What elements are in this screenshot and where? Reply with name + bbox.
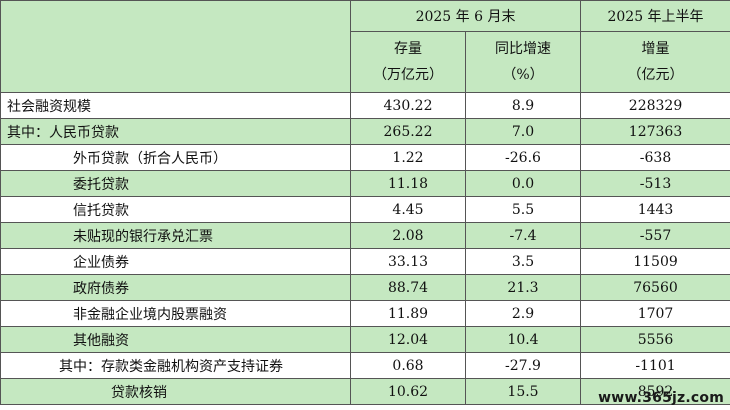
header-group-june-end: 2025 年 6 月末: [349, 0, 582, 32]
row-growth: 5.5: [464, 196, 582, 223]
row-growth: 21.3: [464, 274, 582, 301]
header-stock-title: 存量: [394, 41, 422, 57]
table-row: 企业债券 33.13 3.5 11509: [0, 248, 730, 275]
row-increase: 127363: [580, 118, 730, 145]
row-stock: 12.04: [350, 326, 466, 353]
table-row: 其中：存款类金融机构资产支持证券 0.68 -27.9 -1101: [0, 352, 730, 379]
row-label: 政府债券: [0, 274, 351, 301]
row-label: 未贴现的银行承兑汇票: [0, 222, 351, 249]
table-row: 社会融资规模 430.22 8.9 228329: [0, 92, 730, 119]
row-increase: 11509: [580, 248, 730, 275]
row-label: 其中：人民币贷款: [0, 118, 351, 145]
header-row-top: 2025 年 6 月末 2025 年上半年: [0, 0, 730, 93]
header-row-sub: 存量 （万亿元） 同比增速 （%） 增量 （亿元）: [0, 31, 730, 93]
row-growth: 7.0: [464, 118, 582, 145]
row-stock: 11.89: [350, 300, 466, 327]
header-stock: 存量 （万亿元）: [350, 31, 466, 93]
header-increase: 增量 （亿元）: [580, 31, 730, 93]
row-stock: 33.13: [350, 248, 466, 275]
row-increase: 76560: [580, 274, 730, 301]
row-label: 外币贷款（折合人民币）: [0, 144, 351, 171]
row-increase: 8592: [580, 378, 730, 405]
row-label: 委托贷款: [0, 170, 351, 197]
row-increase: -638: [580, 144, 730, 171]
row-growth: -27.9: [464, 352, 582, 379]
row-label: 信托贷款: [0, 196, 351, 223]
row-label: 贷款核销: [0, 378, 351, 405]
row-stock: 265.22: [350, 118, 466, 145]
table-row: 政府债券 88.74 21.3 76560: [0, 274, 730, 301]
table-row: 信托贷款 4.45 5.5 1443: [0, 196, 730, 223]
table-row: 其中：人民币贷款 265.22 7.0 127363: [0, 118, 730, 145]
row-increase: 1707: [580, 300, 730, 327]
row-growth: -26.6: [464, 144, 582, 171]
header-stock-unit: （万亿元）: [373, 67, 443, 83]
header-group-first-half: 2025 年上半年: [580, 0, 730, 32]
row-increase: 1443: [580, 196, 730, 223]
row-growth: 15.5: [464, 378, 582, 405]
row-stock: 11.18: [350, 170, 466, 197]
row-increase: 5556: [580, 326, 730, 353]
header-growth: 同比增速 （%）: [464, 31, 582, 93]
row-increase: -513: [580, 170, 730, 197]
row-stock: 4.45: [350, 196, 466, 223]
row-growth: 3.5: [464, 248, 582, 275]
row-growth: 2.9: [464, 300, 582, 327]
row-growth: 10.4: [464, 326, 582, 353]
row-label: 其中：存款类金融机构资产支持证券: [0, 352, 351, 379]
site-watermark: www.365jz.com: [598, 390, 724, 406]
table-row: 其他融资 12.04 10.4 5556: [0, 326, 730, 353]
row-stock: 2.08: [350, 222, 466, 249]
table-row: 未贴现的银行承兑汇票 2.08 -7.4 -557: [0, 222, 730, 249]
row-label: 社会融资规模: [0, 92, 351, 119]
row-growth: 8.9: [464, 92, 582, 119]
row-label: 其他融资: [0, 326, 351, 353]
row-increase: -557: [580, 222, 730, 249]
row-increase: -1101: [580, 352, 730, 379]
row-stock: 88.74: [350, 274, 466, 301]
table-row: 贷款核销 10.62 15.5 8592: [0, 378, 730, 405]
header-increase-unit: （亿元）: [627, 67, 684, 83]
row-stock: 0.68: [350, 352, 466, 379]
header-growth-unit: （%）: [502, 67, 544, 83]
header-increase-title: 增量: [641, 41, 670, 57]
row-stock: 430.22: [350, 92, 466, 119]
row-growth: -7.4: [464, 222, 582, 249]
row-label: 非金融企业境内股票融资: [0, 300, 351, 327]
row-stock: 10.62: [350, 378, 466, 405]
row-stock: 1.22: [350, 144, 466, 171]
table-row: 非金融企业境内股票融资 11.89 2.9 1707: [0, 300, 730, 327]
row-increase: 228329: [580, 92, 730, 119]
header-growth-title: 同比增速: [495, 41, 551, 57]
header-corner-cell: [0, 0, 351, 93]
table-row: 外币贷款（折合人民币） 1.22 -26.6 -638: [0, 144, 730, 171]
table-row: 委托贷款 11.18 0.0 -513: [0, 170, 730, 197]
row-label: 企业债券: [0, 248, 351, 275]
row-growth: 0.0: [464, 170, 582, 197]
